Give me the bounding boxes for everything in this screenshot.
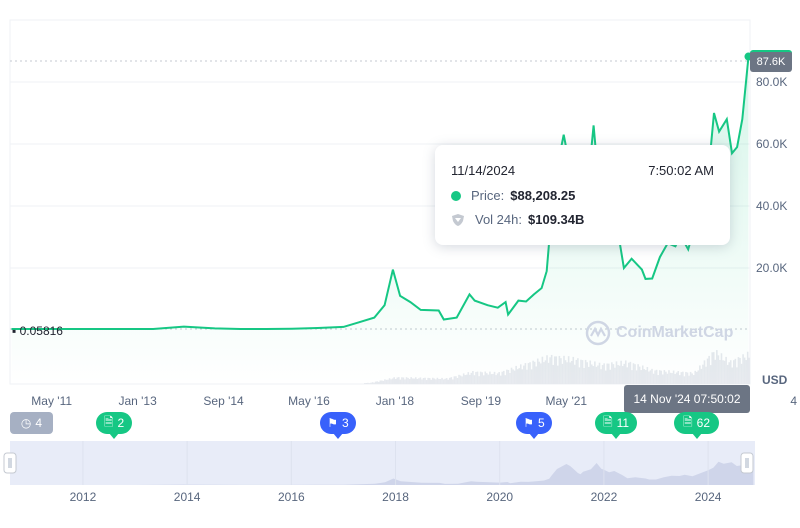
navigator-year-label: 2018: [382, 490, 409, 504]
x-tick-label: Sep '19: [461, 394, 502, 408]
shield-icon: [452, 213, 464, 226]
news-marker[interactable]: 🗎 62: [674, 412, 719, 439]
volume-bar: [748, 357, 751, 384]
navigator-year-label: 2024: [695, 490, 722, 504]
y-tick-label: 60.0K: [756, 137, 787, 151]
document-icon: 🗎: [103, 414, 114, 429]
tooltip-price-label: Price:: [471, 188, 505, 203]
news-marker[interactable]: 🗎 11: [595, 412, 637, 439]
x-tick-label: Jan '13: [118, 394, 157, 408]
low-price-marker: ▪: [12, 324, 20, 338]
low-price-value: 0.05816: [19, 324, 63, 338]
x-tick-label: Jan '18: [376, 394, 415, 408]
y-tick-label: 20.0K: [756, 261, 787, 275]
current-price-badge: 87.6K: [750, 50, 792, 72]
tooltip-price-value: $88,208.25: [510, 188, 576, 203]
left-drag-handle[interactable]: [3, 452, 17, 474]
x-tick-label: May '16: [288, 394, 330, 408]
hover-time-text: 14 Nov '24 07:50:02: [633, 392, 741, 406]
flag-icon: ⚑: [523, 416, 535, 430]
price-tooltip: 11/14/2024 7:50:02 AM Price: $88,208.25 …: [435, 145, 730, 245]
news-marker-count: 2: [117, 416, 125, 430]
navigator-year-label: 2016: [278, 490, 305, 504]
flag-icon: ⚑: [327, 416, 339, 430]
x-tick-label: Sep '14: [203, 394, 244, 408]
watermark-text: CoinMarketCap: [616, 324, 734, 341]
currency-label: USD: [762, 373, 788, 387]
current-price-text: 87.6K: [756, 56, 786, 68]
event-flag-marker[interactable]: ⚑ 5: [516, 412, 552, 439]
low-price-label: ▪ 0.05816: [12, 324, 63, 338]
tooltip-date: 11/14/2024: [451, 163, 516, 178]
clock-icon: ◷: [20, 416, 32, 430]
event-flag-marker-count: 3: [342, 416, 349, 430]
news-marker-count: 11: [616, 416, 630, 430]
navigator-years: 2012 2014 2016 2018 2020 2022 2024: [70, 490, 722, 504]
navigator-panel[interactable]: [10, 441, 755, 485]
navigator-year-label: 2014: [174, 490, 201, 504]
y-tick-label: 40.0K: [756, 199, 787, 213]
tooltip-volume-label: Vol 24h:: [475, 212, 522, 227]
history-marker[interactable]: ◷ 4: [10, 412, 53, 434]
hover-time-badge: 14 Nov '24 07:50:02: [624, 385, 750, 413]
y-axis: 20.0K 40.0K 60.0K 80.0K: [756, 75, 787, 275]
y-tick-label: 80.0K: [756, 75, 787, 89]
tooltip-price-row: Price: $88,208.25: [451, 188, 575, 203]
price-dot-icon: [451, 190, 461, 201]
x-axis: May '11 Jan '13 Sep '14 May '16 Jan '18 Sep '…: [31, 394, 797, 408]
navigator-year-label: 2012: [70, 490, 97, 504]
document-icon: 🗎: [602, 414, 613, 429]
tooltip-volume-value: $109.34B: [528, 212, 585, 227]
right-drag-handle[interactable]: [740, 452, 754, 474]
navigator-area: [7, 455, 754, 485]
news-marker-count: 62: [696, 416, 710, 430]
x-tick-label: 4: [790, 394, 797, 408]
navigator-year-label: 2020: [486, 490, 513, 504]
x-tick-label: May '21: [545, 394, 587, 408]
history-marker-count: 4: [35, 416, 43, 430]
event-flag-marker[interactable]: ⚑ 3: [320, 412, 356, 439]
coinmarketcap-logo-icon: [585, 320, 611, 346]
watermark-logo: CoinMarketCap: [585, 320, 733, 346]
event-flag-marker-count: 5: [538, 416, 545, 430]
navigator-year-label: 2022: [591, 490, 618, 504]
news-marker[interactable]: 🗎 2: [96, 412, 132, 439]
x-tick-label: May '11: [31, 394, 72, 408]
navigator-grid: [82, 441, 709, 485]
document-icon: 🗎: [682, 414, 693, 429]
tooltip-time: 7:50:02 AM: [648, 163, 714, 178]
tooltip-volume-row: Vol 24h: $109.34B: [451, 212, 584, 227]
